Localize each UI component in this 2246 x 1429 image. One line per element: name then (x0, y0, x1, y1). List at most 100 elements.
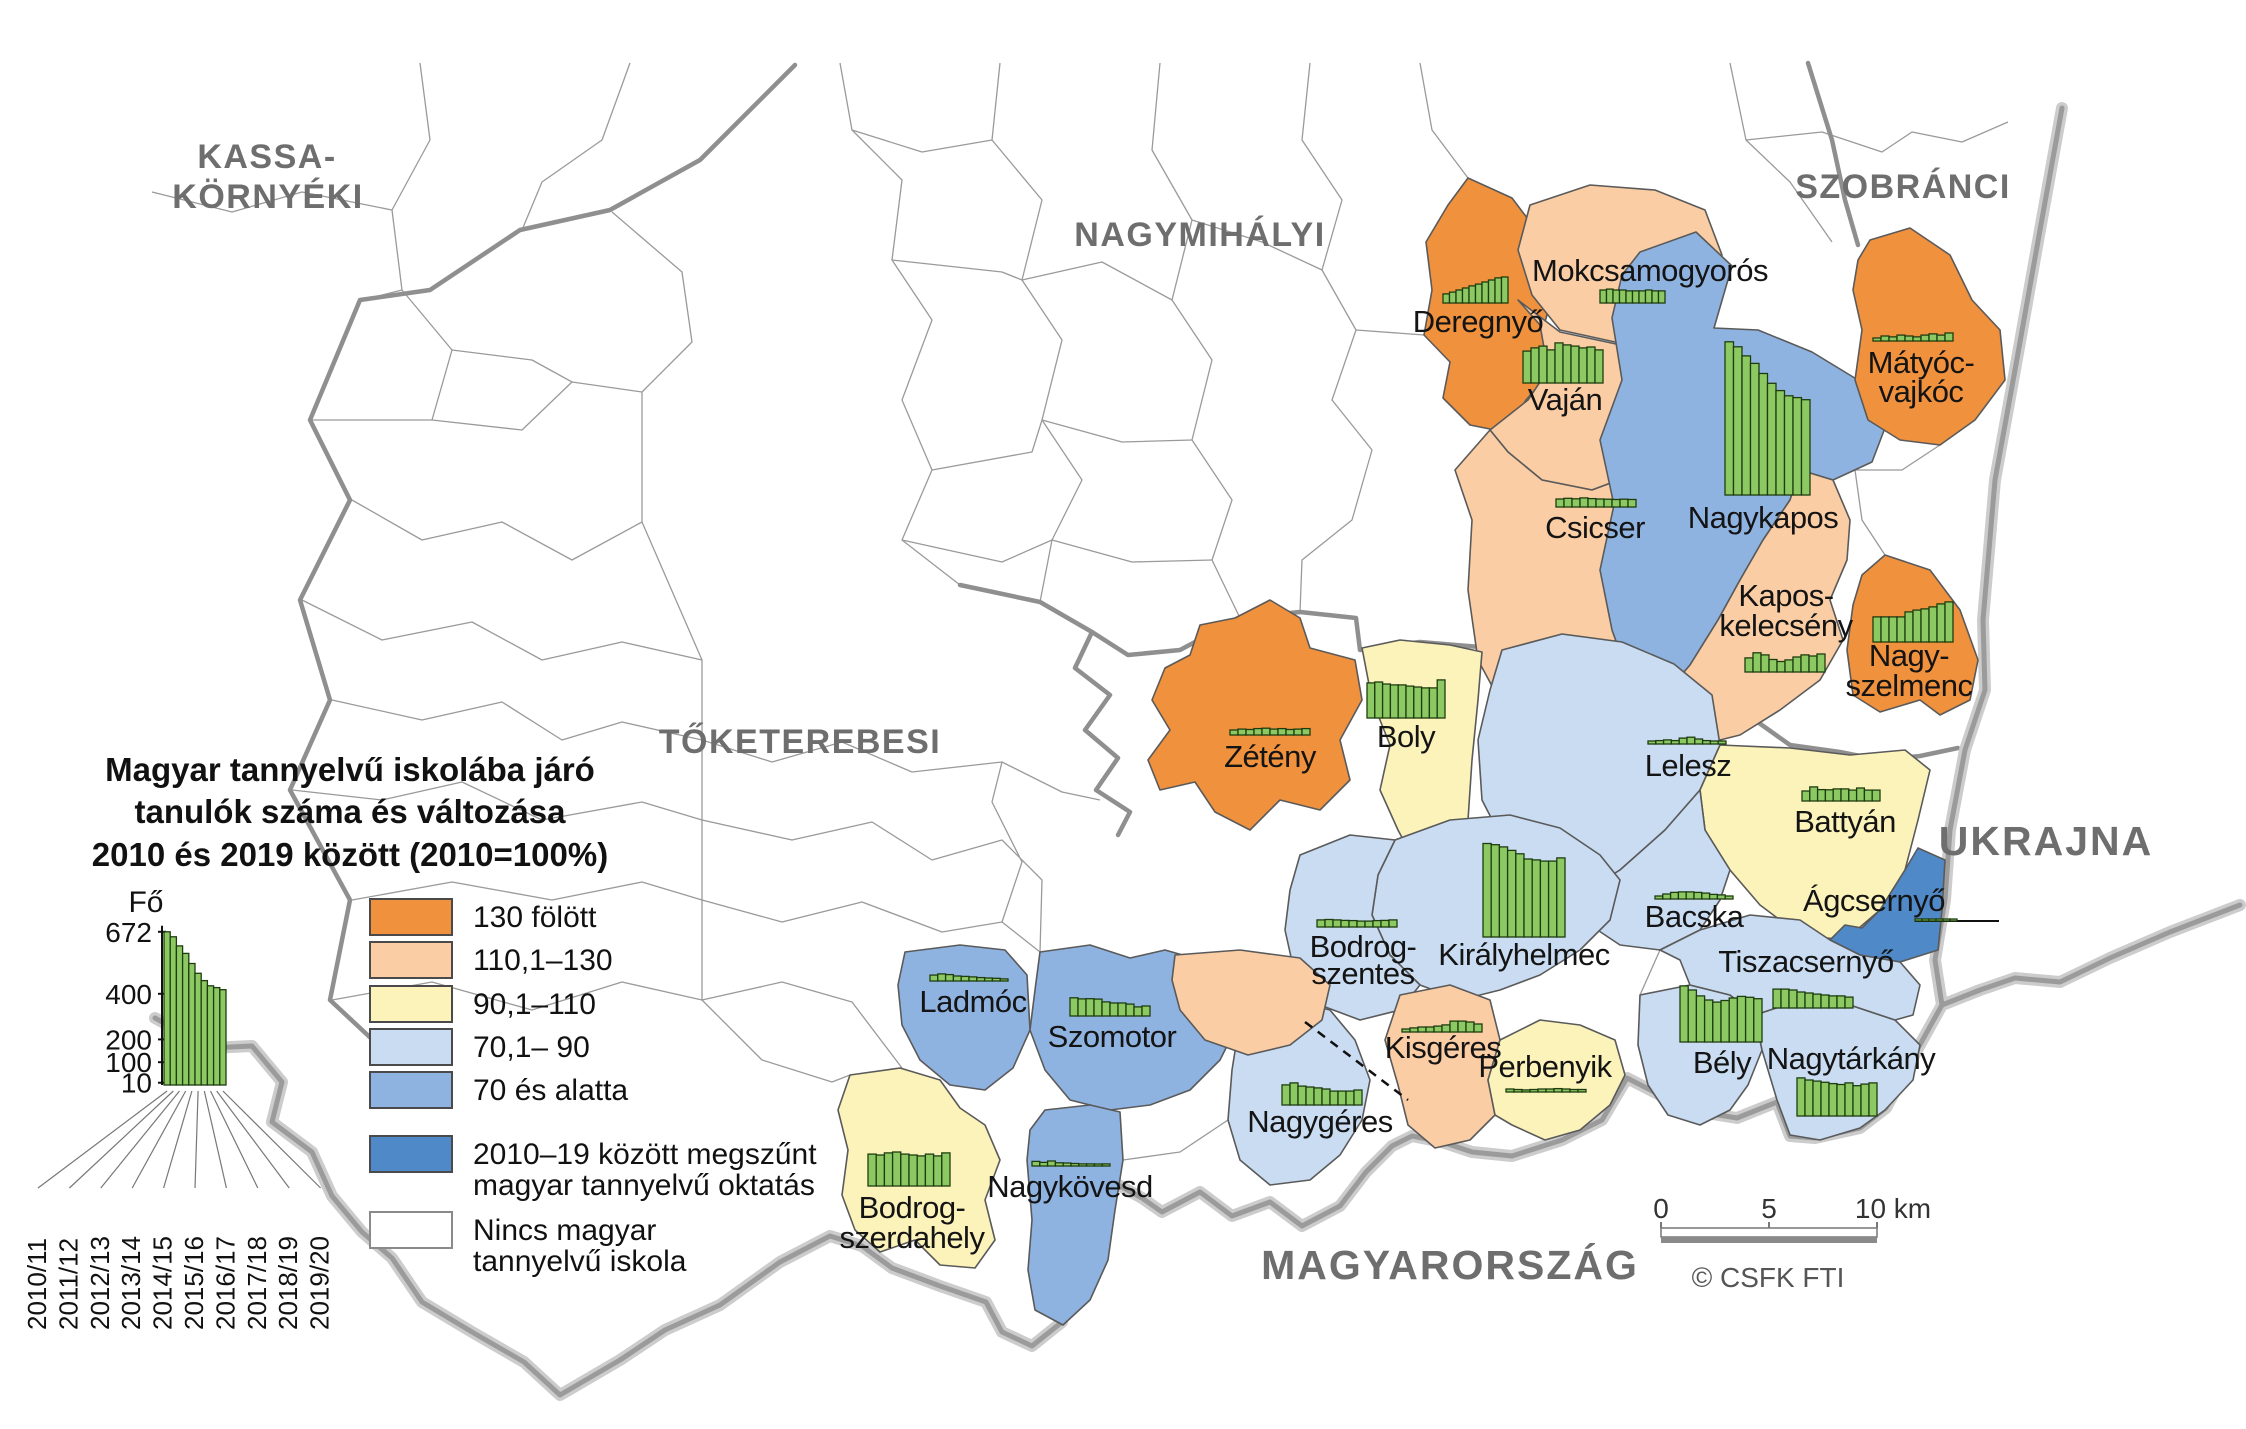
bar (1928, 918, 1937, 922)
municipality-label: szerdahely (840, 1220, 986, 1255)
municipality-label: Tiszacsernyő (1718, 944, 1894, 979)
year-label: 2010/11 (22, 1238, 52, 1330)
bar (1356, 920, 1366, 928)
district-boundary-line (1072, 629, 1133, 838)
municipality-bacska (1579, 789, 1731, 951)
bar (1561, 1088, 1571, 1093)
bar-chart-bodrog-szentes (1316, 918, 1398, 928)
bar (1297, 1085, 1307, 1106)
year-label: 2019/20 (305, 1236, 335, 1330)
bar (1928, 333, 1938, 342)
municipality-label: Nagykapos (1688, 500, 1839, 535)
municipality-label: Ladmóc (919, 984, 1026, 1019)
bar (1687, 989, 1698, 1043)
municipality-label: kelecsény (1719, 608, 1853, 643)
bar (1809, 786, 1819, 802)
region-label-magyarorszag: MAGYARORSZÁG (1261, 1242, 1639, 1288)
scale-label-0: 0 (1653, 1193, 1669, 1224)
bar (1800, 399, 1811, 496)
municipality-border-line (1729, 62, 1833, 243)
bar-chart-kisg-res (1401, 1020, 1483, 1033)
bar (1904, 335, 1914, 342)
municipality-label: Deregnyő (1413, 304, 1544, 339)
map-title-line2: tanulók száma és változása (134, 793, 566, 830)
bar (983, 977, 994, 982)
bar-chart-mokcsamogyor-s (1599, 288, 1666, 304)
bar (1554, 342, 1564, 384)
bar (1293, 728, 1303, 736)
bar (1863, 789, 1873, 802)
bar (1724, 895, 1734, 900)
bar (991, 977, 1001, 982)
bar (1788, 989, 1798, 1009)
bar (1753, 998, 1763, 1043)
bar (1720, 999, 1730, 1043)
scale-bar-body (1660, 1227, 1878, 1238)
bar (1657, 290, 1666, 304)
bar (1655, 739, 1665, 745)
municipality-label: Bodrog- (859, 1190, 966, 1225)
map-title-line3: 2010 és 2019 között (2010=100%) (92, 836, 608, 873)
bar (1531, 859, 1542, 938)
bar (1505, 1088, 1515, 1093)
bar (1364, 920, 1374, 928)
municipality-labels: Deregnyő Mokcsamogyorós Vaján Csicser Nagyka… (840, 253, 1975, 1255)
bar (952, 975, 962, 982)
bar (1868, 1082, 1878, 1117)
bar (1281, 1084, 1291, 1106)
bar (1812, 1080, 1822, 1117)
municipality-label: Csicser (1545, 510, 1645, 545)
year-fan-line (68, 1090, 174, 1189)
bar (1481, 281, 1490, 304)
bar (1784, 659, 1794, 673)
bar (1054, 1162, 1064, 1167)
bar (929, 974, 939, 982)
bar-chart-z-t-ny (1229, 727, 1311, 736)
bar (1920, 334, 1930, 342)
legend-swatch (369, 1071, 453, 1109)
bar (1728, 997, 1739, 1043)
bar (1644, 289, 1653, 304)
municipality-border-line (351, 820, 703, 901)
bar-chart-nagyg-res (1281, 1082, 1363, 1106)
bar (1388, 919, 1398, 928)
municipality-label: Nagykövesd (987, 1169, 1153, 1204)
bar (1077, 998, 1087, 1017)
bar (1686, 736, 1696, 745)
bar (1506, 849, 1517, 938)
bar (1474, 283, 1483, 304)
bar (1618, 289, 1627, 304)
bar (1329, 1090, 1339, 1106)
bar (1638, 290, 1647, 304)
bar (1812, 993, 1822, 1009)
bar (1455, 289, 1464, 304)
bar-chart-lelesz (1647, 736, 1727, 745)
bar (1703, 999, 1714, 1043)
legend-sample-bar (200, 979, 209, 1086)
legend-sample-bar (219, 989, 227, 1086)
bar (1935, 918, 1944, 922)
bar (1353, 1089, 1363, 1106)
bar (883, 1152, 894, 1187)
bar (1612, 289, 1621, 304)
bar (1586, 346, 1596, 384)
bar (1872, 337, 1882, 342)
bar (1413, 686, 1423, 719)
bar (1093, 1163, 1103, 1167)
district-boundary-line (1805, 60, 1861, 248)
bar (1046, 1160, 1057, 1167)
bar-chart-bacska (1654, 891, 1734, 900)
municipality-label: Bodrog- (1310, 929, 1417, 964)
legend-class-label: tannyelvű iskola (473, 1245, 687, 1278)
bar (1595, 498, 1605, 508)
bar (1269, 728, 1279, 736)
bar (1494, 277, 1503, 304)
bar (1313, 1087, 1323, 1106)
legend-swatch (369, 1135, 453, 1173)
year-label: 2016/17 (210, 1236, 240, 1330)
country-border (1939, 902, 2243, 1008)
axis-tick-label: 672 (105, 917, 152, 948)
bar (1860, 1083, 1870, 1117)
bar (1670, 739, 1680, 745)
municipality-border-line (701, 739, 1101, 801)
